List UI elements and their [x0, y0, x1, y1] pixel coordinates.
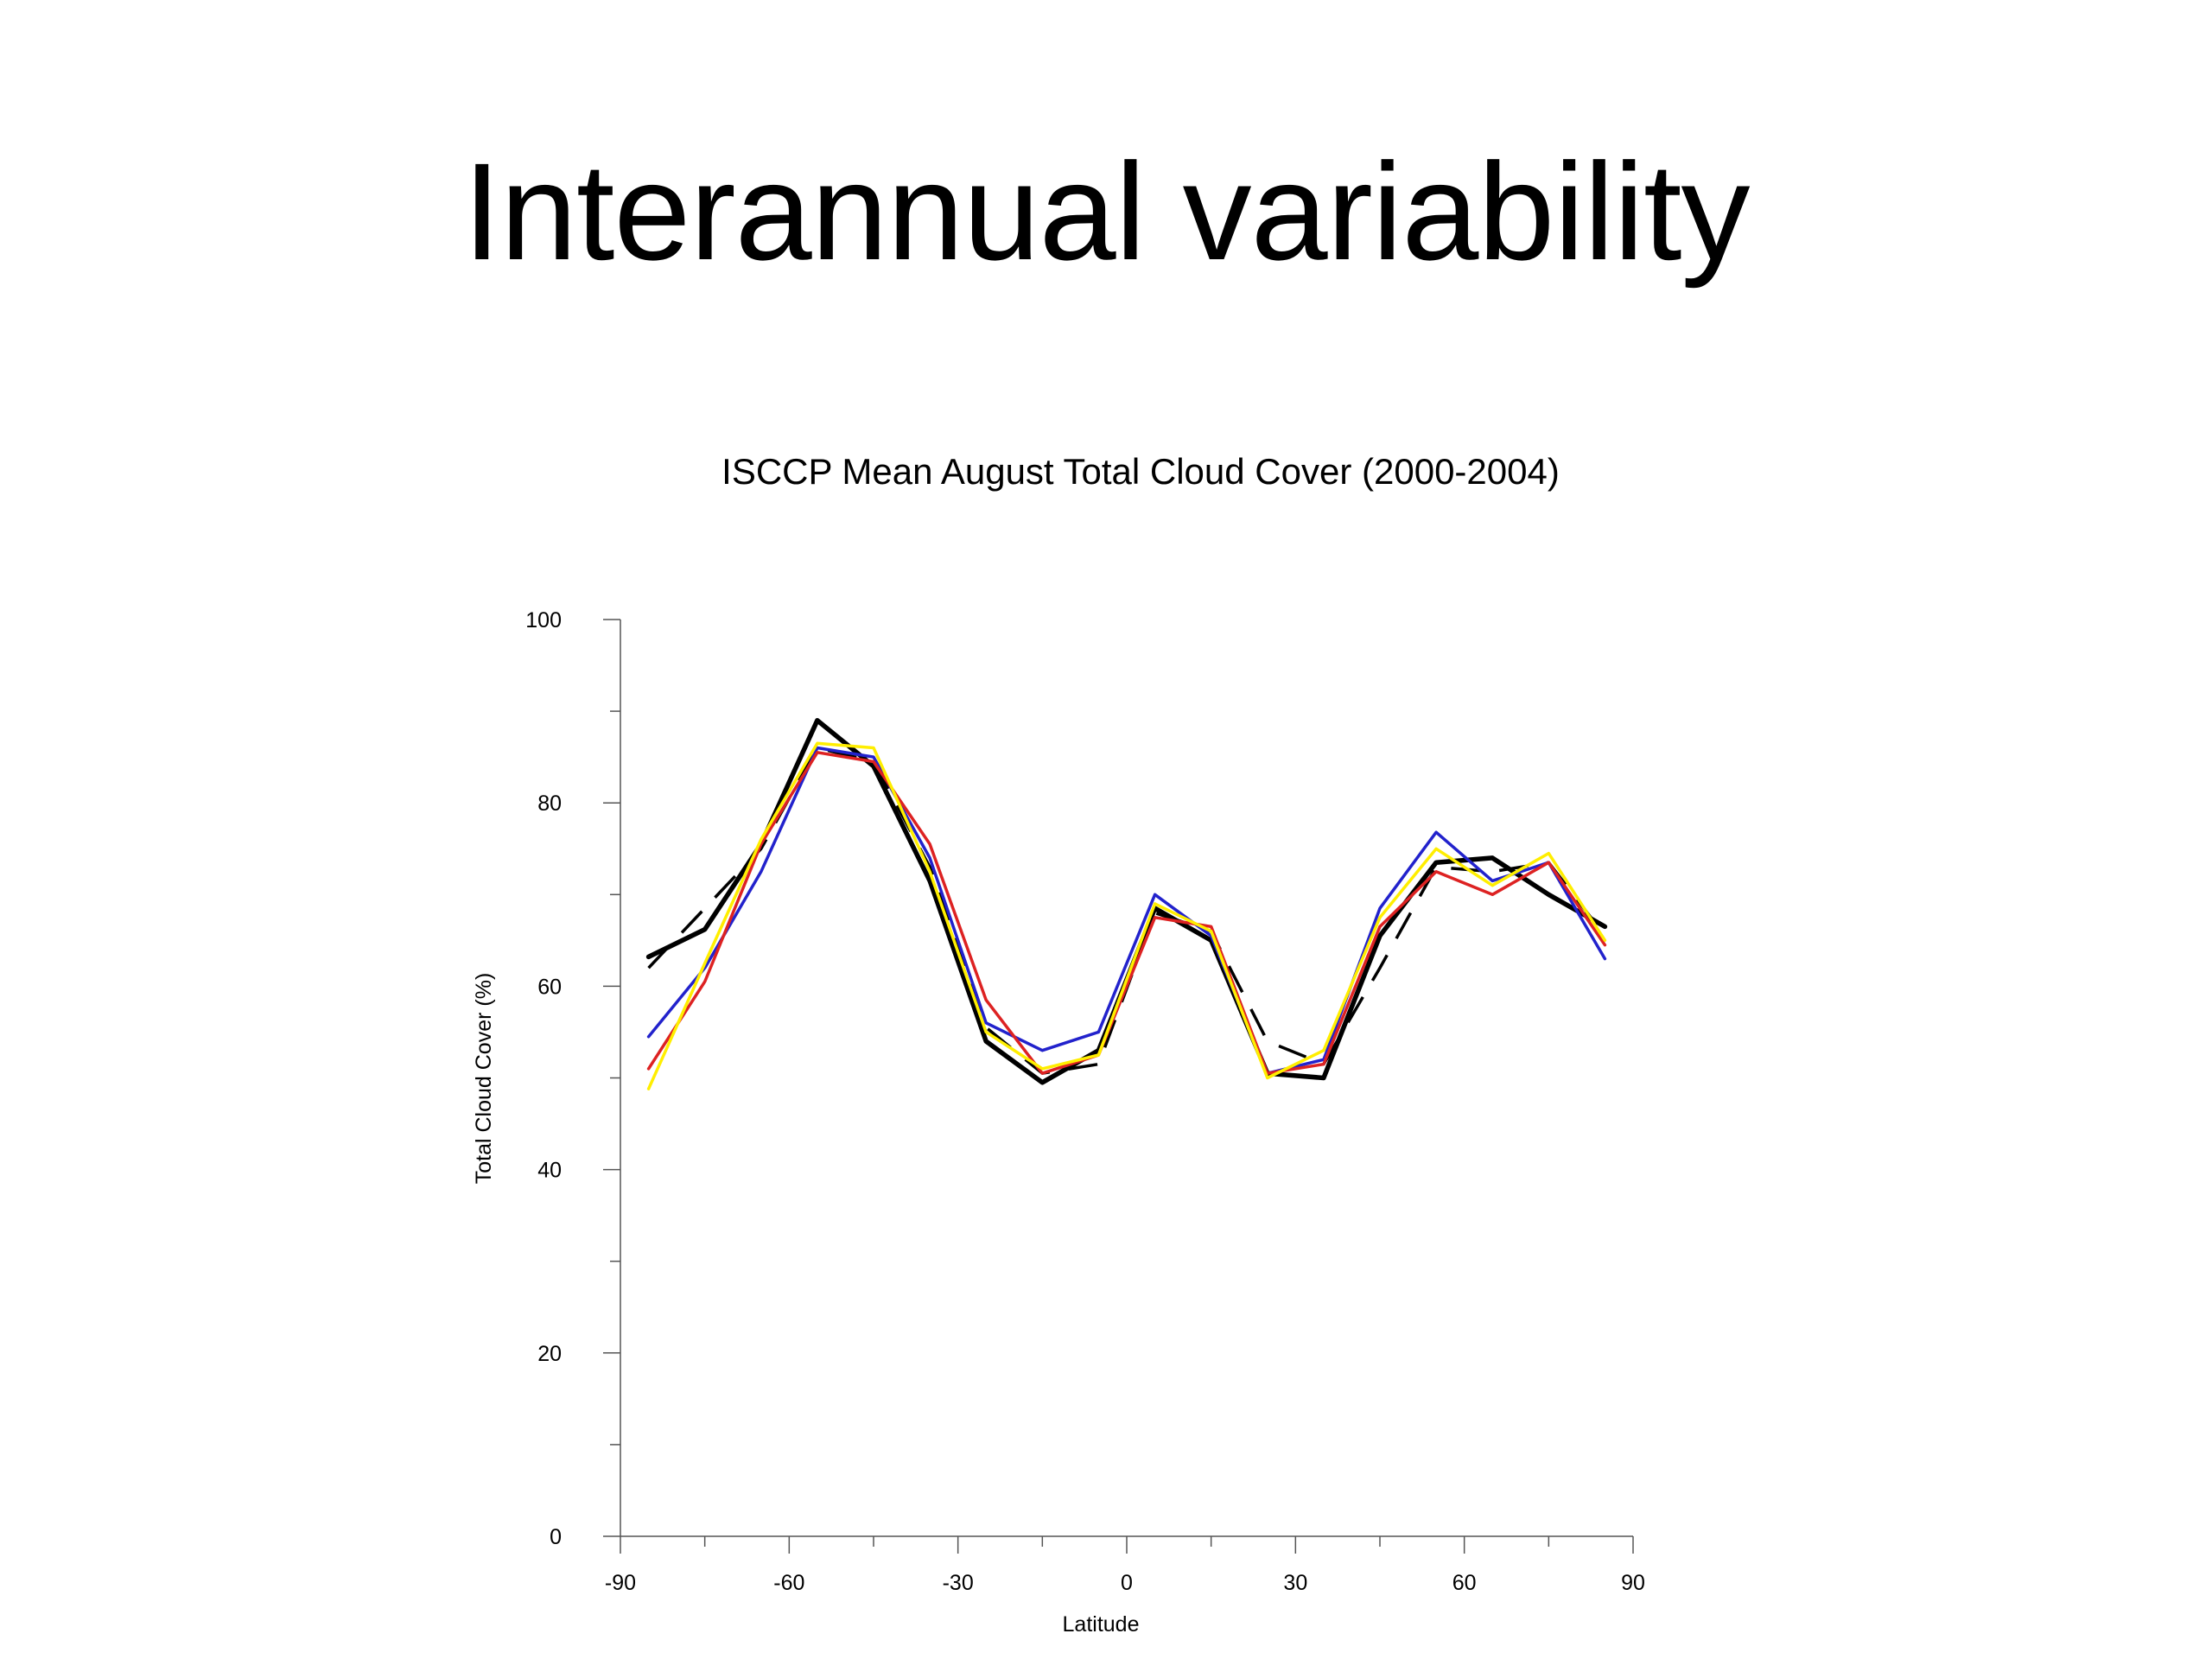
x-tick-label: 0: [1121, 1571, 1133, 1595]
x-tick-label: 90: [1621, 1571, 1645, 1595]
series-line-3: [646, 746, 1607, 1075]
slide-title: Interannual variability: [462, 134, 1751, 289]
y-tick-label: 100: [525, 608, 562, 632]
y-tick-label: 20: [537, 1342, 562, 1366]
y-tick-label: 0: [550, 1525, 562, 1549]
x-tick-label: -90: [605, 1571, 636, 1595]
series-line-4: [646, 751, 1607, 1075]
chart-title: ISCCP Mean August Total Cloud Cover (200…: [721, 451, 1560, 492]
x-tick-label: 30: [1283, 1571, 1307, 1595]
axes: -90 -60 -30 0 30 60 90 0 20 40 60 80 100: [525, 608, 1645, 1595]
y-tick-label: 80: [537, 791, 562, 816]
series-line-5: [646, 741, 1607, 1090]
series-layer: [645, 717, 1608, 1090]
series-line-1: [645, 717, 1608, 1085]
y-tick-label: 40: [537, 1159, 562, 1183]
series-line-2: [647, 746, 1606, 1075]
x-axis-title: Latitude: [1063, 1612, 1140, 1637]
x-tick-label: 60: [1452, 1571, 1477, 1595]
x-tick-label: -60: [773, 1571, 804, 1595]
y-axis-title: Total Cloud Cover (%): [472, 973, 496, 1185]
y-tick-label: 60: [537, 975, 562, 999]
x-tick-label: -30: [943, 1571, 974, 1595]
